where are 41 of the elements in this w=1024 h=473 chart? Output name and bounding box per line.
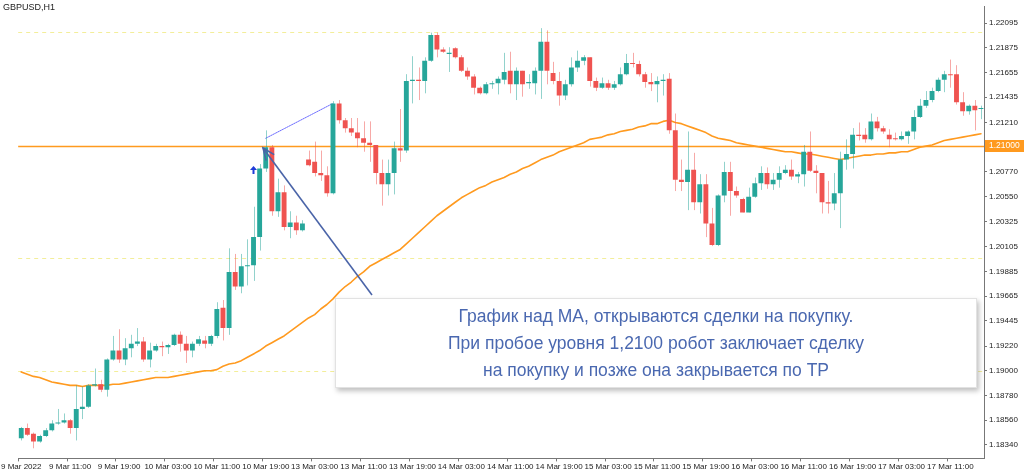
- y-tick-label: 1.21875: [989, 43, 1019, 53]
- x-tick-label: 17 Mar 11:00: [927, 462, 975, 472]
- x-tick-label: 9 Mar 19:00: [97, 462, 141, 472]
- x-tick-label: 13 Mar 19:00: [388, 462, 437, 472]
- ref-line-label: 1.21000: [989, 140, 1020, 151]
- x-tick-label: 9 Mar 11:00: [49, 462, 92, 472]
- x-tick-label: 15 Mar 03:00: [584, 462, 633, 472]
- y-tick-label: 1.18340: [989, 440, 1019, 450]
- x-tick-label: 10 Mar 03:00: [144, 462, 193, 472]
- y-tick-label: 1.19445: [989, 315, 1019, 325]
- text-box: График над MA, открываются сделки на покупку. При пробое уровня 1,2100 робот заключает сделку на покупку и позже она закрывается по TP: [335, 298, 977, 388]
- chart-title: GBPUSD,H1: [3, 2, 56, 12]
- x-tick-label: 15 Mar 11:00: [633, 462, 681, 472]
- x-tick-label: 17 Mar 03:00: [877, 462, 926, 472]
- x-tick-label: 16 Mar 03:00: [731, 462, 779, 472]
- x-tick-label: 16 Mar 11:00: [780, 462, 828, 472]
- x-tick-label: 9 Mar 2022: [1, 462, 43, 472]
- y-tick-label: 1.19885: [989, 266, 1019, 276]
- candlestick: [92, 368, 98, 387]
- y-tick-label: 1.18780: [989, 390, 1019, 400]
- x-tick-label: 10 Mar 11:00: [193, 462, 241, 472]
- x-tick-label: 15 Mar 19:00: [682, 462, 730, 472]
- y-tick-label: 1.21210: [989, 117, 1019, 127]
- y-tick-label: 1.19000: [989, 365, 1019, 375]
- y-tick-label: 1.19220: [989, 341, 1019, 351]
- x-tick-label: 14 Mar 03:00: [437, 462, 486, 472]
- y-tick-label: 1.21655: [989, 67, 1019, 77]
- y-tick-label: 1.19665: [989, 291, 1019, 301]
- y-tick-label: 1.21435: [989, 92, 1019, 102]
- y-tick-label: 1.20550: [989, 191, 1019, 201]
- x-tick-label: 10 Mar 19:00: [242, 462, 290, 472]
- y-tick-label: 1.18560: [989, 415, 1019, 425]
- x-tick-label: 13 Mar 11:00: [340, 462, 388, 472]
- y-tick-label: 1.20325: [989, 217, 1019, 227]
- x-tick-label: 13 Mar 03:00: [291, 462, 339, 472]
- y-tick-label: 1.22095: [989, 18, 1019, 28]
- x-tick-label: 14 Mar 11:00: [486, 462, 535, 472]
- y-tick-label: 1.20105: [989, 241, 1019, 251]
- x-tick-label: 16 Mar 19:00: [829, 462, 877, 472]
- y-tick-label: 1.20770: [989, 167, 1019, 177]
- x-tick-label: 14 Mar 19:00: [535, 462, 584, 472]
